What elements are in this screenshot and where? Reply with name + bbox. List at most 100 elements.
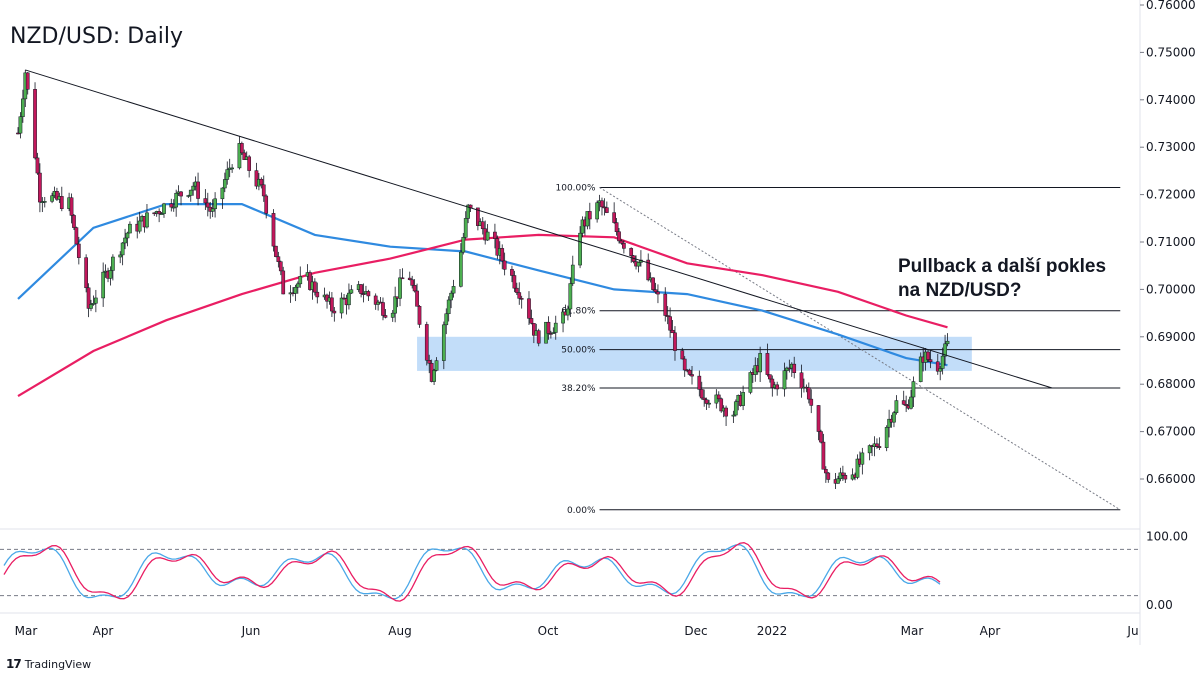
candle-body (230, 167, 234, 170)
candle-body (731, 414, 736, 417)
candle-body (179, 191, 183, 197)
candle-body (819, 431, 823, 443)
candle-body (313, 281, 317, 293)
candle-body (943, 343, 947, 357)
candle-body (682, 358, 687, 371)
candle-body (806, 387, 811, 400)
candle-body (680, 350, 685, 360)
time-tick-label: Jun (241, 624, 261, 638)
candle-body (18, 116, 23, 134)
candle-body (111, 256, 115, 271)
candle-body (561, 311, 565, 324)
candle-body (359, 284, 363, 294)
time-tick-label: Mar (901, 624, 924, 638)
time-tick-label: Apr (980, 624, 1001, 638)
candle-body (901, 400, 906, 405)
candle-body (519, 298, 524, 300)
candle-body (191, 185, 196, 191)
candle-body (493, 231, 497, 239)
candle-body (928, 359, 933, 362)
candle-body (765, 353, 770, 375)
candle-body (33, 89, 37, 159)
chart-title: NZD/USD: Daily (10, 24, 183, 49)
candle-body (276, 256, 281, 262)
price-tick-label: 0.68000 (1146, 377, 1196, 391)
candle-body (210, 208, 215, 212)
candle-body (704, 399, 709, 404)
time-axis[interactable]: Mar Apr Jun Aug Oct Dec 2022 Mar Apr Ju (15, 624, 1139, 638)
time-tick-label: Dec (684, 624, 707, 638)
candle-body (622, 243, 626, 249)
candle-body (383, 315, 388, 318)
candle-body (196, 181, 200, 199)
candle-body (782, 370, 787, 390)
candle-body (553, 322, 558, 333)
candle-body (274, 245, 278, 257)
candle-body (137, 220, 142, 232)
candle-body (770, 378, 775, 388)
candle-body (587, 211, 592, 220)
price-tick-label: 0.72000 (1146, 188, 1196, 202)
candle-body (157, 211, 161, 215)
candle-body (614, 222, 619, 232)
candle-body (463, 218, 468, 238)
candle-body (500, 248, 505, 262)
candle-body (707, 402, 711, 405)
candle-body (171, 206, 176, 209)
candle-body (512, 275, 517, 289)
candle-body (417, 306, 422, 325)
candle-body (264, 195, 269, 214)
candle-body (84, 257, 88, 289)
price-axis[interactable]: 0.76000 0.75000 0.74000 0.73000 0.72000 0.710… (1140, 0, 1196, 486)
fib-level-label: 38.20% (561, 384, 596, 394)
trend-lines (25, 69, 1053, 389)
candle-body (843, 475, 848, 480)
candle-body (261, 184, 266, 197)
candle-body (699, 389, 704, 399)
price-tick-label: 0.70000 (1146, 282, 1196, 296)
candle-body (278, 261, 283, 272)
candle-body (381, 302, 385, 316)
time-tick-label: Mar (15, 624, 38, 638)
candle-body (768, 374, 772, 380)
candle-body (74, 227, 79, 245)
candle-body (663, 293, 668, 316)
candle-body (480, 221, 485, 230)
fibonacci-retracement: 100.00% 61.80% 50.00% 38.20% 0.00% (556, 183, 1121, 516)
candle-body (188, 189, 193, 196)
candle-body (459, 251, 463, 287)
candle-body (719, 398, 724, 412)
candle-body (549, 333, 553, 335)
candle-body (741, 392, 745, 406)
candle-body (687, 369, 692, 375)
candle-body (123, 237, 127, 244)
candle-body (461, 237, 466, 253)
candle-body (838, 472, 843, 480)
price-tick-label: 0.69000 (1146, 330, 1196, 344)
candle-body (293, 286, 298, 294)
candle-body (308, 272, 312, 290)
oscillator-tick-label: 100.00 (1146, 529, 1188, 543)
candle-body (646, 259, 651, 281)
candle-body (125, 232, 130, 239)
oscillator-fast-line (3, 544, 941, 600)
chart-annotation: Pullback a další pokles na NZD/USD? (898, 255, 1106, 303)
fib-level-label: 0.00% (567, 506, 596, 516)
candle-body (390, 312, 395, 318)
candle-body (875, 443, 879, 447)
candle-body (702, 397, 707, 401)
price-tick-label: 0.66000 (1146, 472, 1196, 486)
candle-body (118, 254, 123, 258)
candle-body (826, 472, 831, 480)
candle-body (298, 276, 303, 285)
candle-body (651, 277, 655, 290)
candle-body (449, 292, 453, 301)
candle-body (887, 418, 891, 428)
candle-body (787, 367, 792, 370)
candle-body (673, 332, 677, 351)
candle-body (35, 157, 40, 174)
candle-body (373, 295, 378, 305)
candle-body (775, 384, 780, 390)
tradingview-brand[interactable]: 17 TradingView (6, 657, 91, 671)
